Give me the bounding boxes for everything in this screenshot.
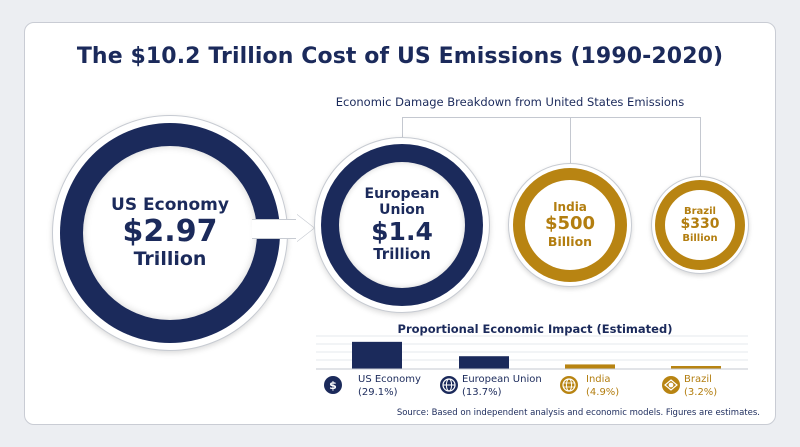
india-label: India $500 Billion <box>525 200 615 249</box>
bar-label-eu: European Union (13.7%) <box>462 374 542 399</box>
bar-us-economy <box>352 341 402 369</box>
connector-eu <box>402 117 403 139</box>
bar-label-eu-value: (13.7%) <box>462 386 502 398</box>
bar-india <box>565 364 615 369</box>
us-label-value: $2.97 <box>122 214 218 250</box>
bar-label-us-name: US Economy <box>358 374 421 385</box>
india-label-name: India <box>553 200 587 215</box>
european-union-circle: European Union $1.4 Trillion <box>339 162 465 288</box>
breakdown-subtitle: Economic Damage Breakdown from United St… <box>335 95 685 109</box>
connector-brazil <box>700 117 701 177</box>
arrow-body <box>252 219 298 239</box>
bar-label-eu-name: European Union <box>462 374 542 385</box>
connector-horizontal <box>402 117 700 118</box>
bar-chart-title: Proportional Economic Impact (Estimated) <box>397 322 673 336</box>
source-note: Source: Based on independent analysis an… <box>396 408 760 418</box>
bar-label-india: India (4.9%) <box>586 374 619 399</box>
bar-label-india-value: (4.9%) <box>586 386 620 398</box>
brazil-label-unit: Billion <box>682 232 718 244</box>
brazil-label-name: Brazil <box>684 205 716 217</box>
brazil-circle: Brazil $330 Billion <box>665 190 735 260</box>
us-label-name: US Economy <box>111 195 229 216</box>
eu-label-unit: Trillion <box>373 245 431 264</box>
bar-label-us-value: (29.1%) <box>358 386 398 398</box>
eu-label-name-2: Union <box>379 201 425 218</box>
eu-label: European Union $1.4 Trillion <box>339 185 465 264</box>
bar-label-india-name: India <box>586 374 611 385</box>
globe-grid-icon <box>560 376 578 394</box>
us-label-unit: Trillion <box>133 247 207 270</box>
bar-european-union <box>459 356 509 369</box>
impact-bar-chart <box>316 335 748 370</box>
us-economy-circle: US Economy $2.97 Trillion <box>83 146 257 320</box>
arrow-right-icon <box>296 214 314 242</box>
globe-icon <box>440 376 458 394</box>
bar-label-brazil: Brazil (3.2%) <box>684 374 717 399</box>
bar-label-brazil-value: (3.2%) <box>684 386 718 398</box>
eu-label-name-1: European <box>364 185 440 202</box>
page-title: The $10.2 Trillion Cost of US Emissions … <box>76 44 724 69</box>
bar-label-brazil-name: Brazil <box>684 374 712 385</box>
india-circle: India $500 Billion <box>525 180 615 270</box>
india-label-unit: Billion <box>547 233 593 249</box>
bar-label-us: US Economy (29.1%) <box>358 374 421 399</box>
brazil-label: Brazil $330 Billion <box>665 206 735 244</box>
bar-brazil <box>671 366 721 369</box>
brazil-flag-icon <box>662 376 680 394</box>
us-economy-label: US Economy $2.97 Trillion <box>83 196 257 270</box>
india-label-value: $500 <box>544 213 596 235</box>
eu-label-value: $1.4 <box>371 217 433 247</box>
connector-india <box>570 117 571 165</box>
dollar-coins-icon: $ <box>324 376 342 394</box>
brazil-label-value: $330 <box>680 216 720 233</box>
